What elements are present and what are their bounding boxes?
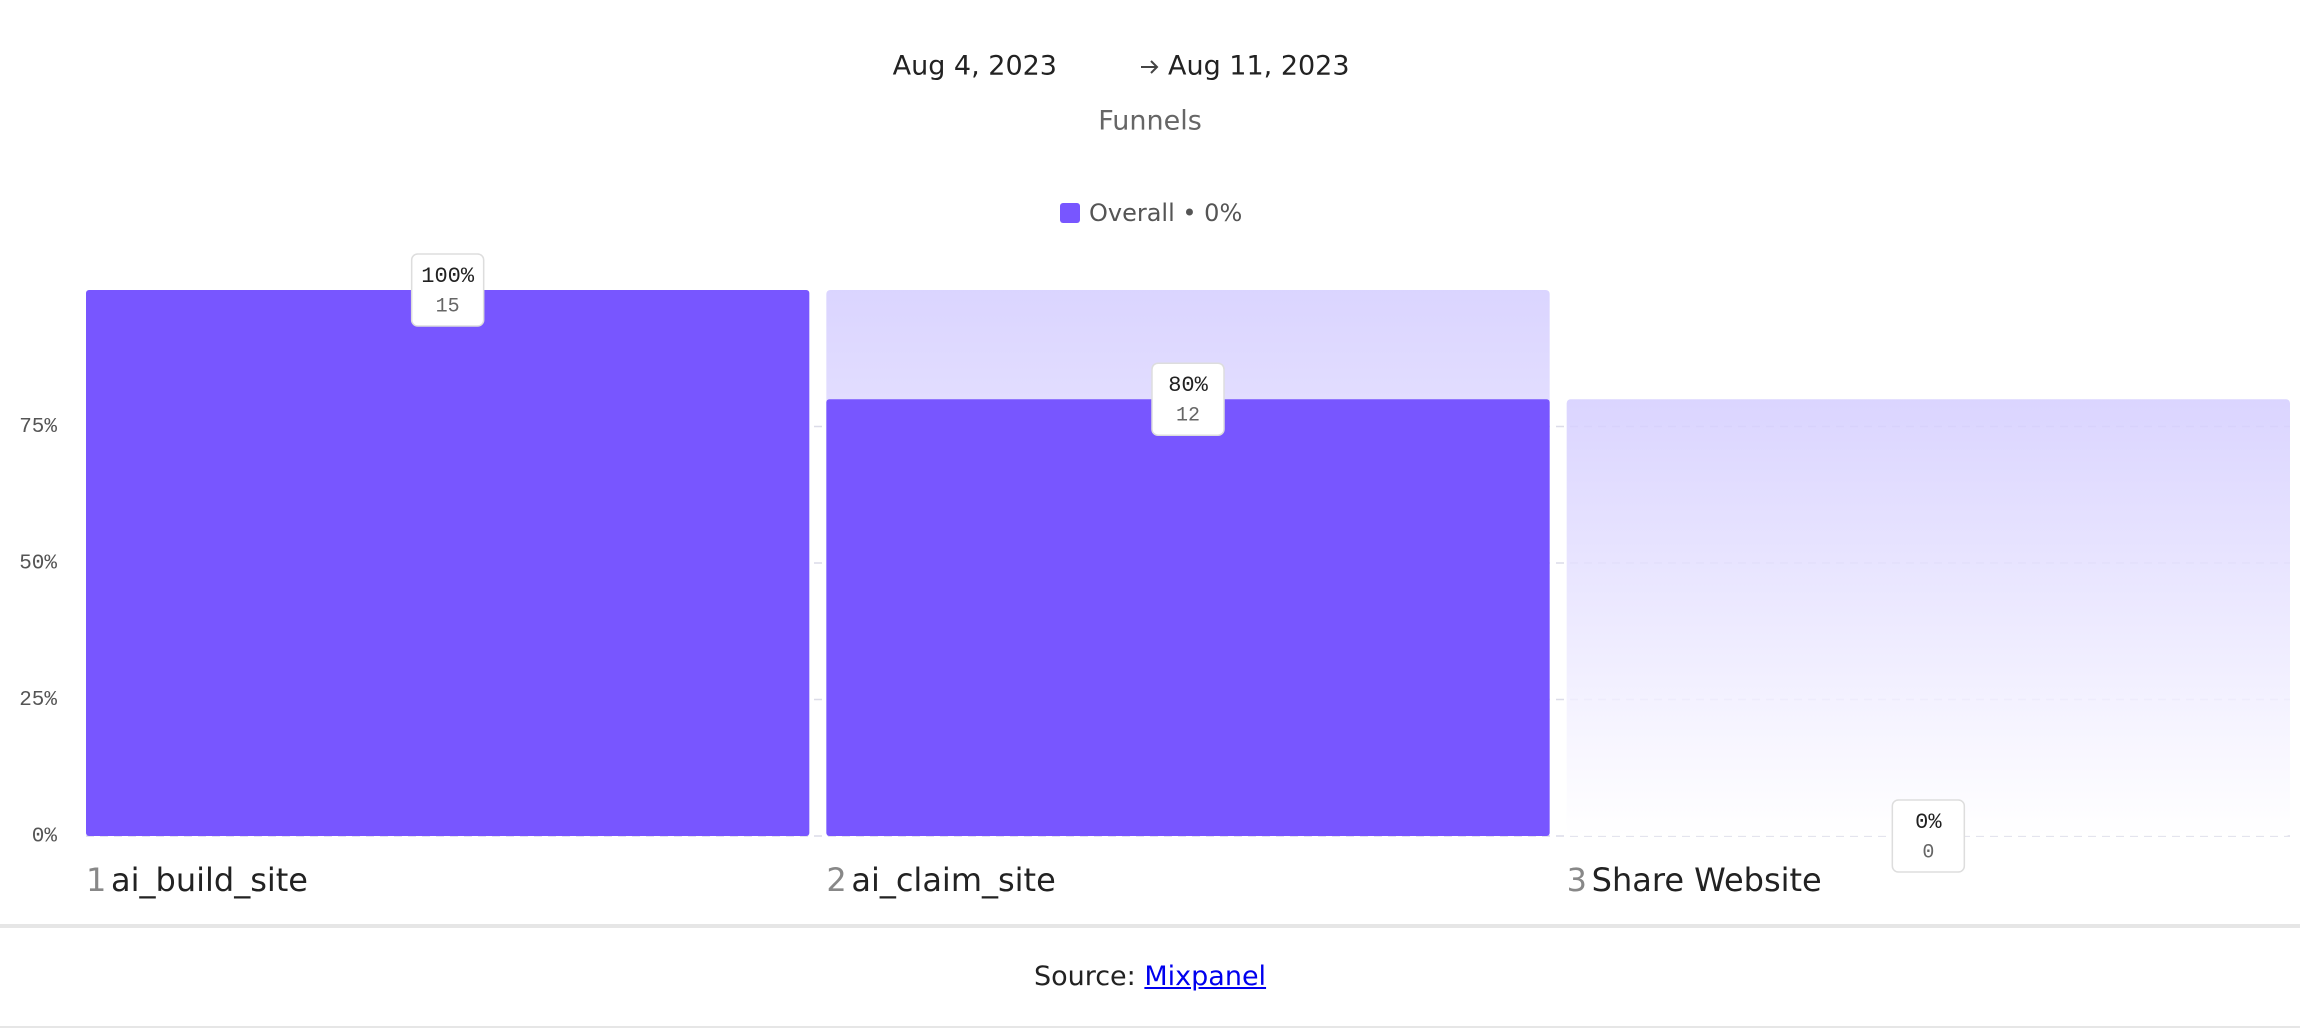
y-tick-label: 25% [19, 689, 57, 712]
source-link[interactable]: Mixpanel [1144, 961, 1267, 992]
y-tick-label: 75% [19, 416, 57, 439]
legend-swatch [1060, 203, 1080, 223]
step-name: Share Website [1592, 861, 1822, 899]
chart: Aug 4, 2023 Aug 11, 2023 Funnels Overall… [0, 51, 2300, 926]
bar [86, 290, 810, 836]
step-name: ai_claim_site [851, 861, 1055, 899]
source-label: Source: [1033, 961, 1136, 992]
count-label: 0 [1922, 841, 1934, 864]
date-start: Aug 4, 2023 [893, 51, 1057, 82]
arrow-icon [1141, 60, 1159, 74]
step-number: 2 [826, 861, 846, 899]
value-tooltip: 0%0 [1891, 799, 1966, 873]
y-tick-label: 0% [32, 826, 58, 849]
bar [826, 399, 1550, 836]
tooltip-box [1891, 799, 1966, 873]
subtitle: Funnels [1098, 106, 1202, 137]
value-label: 100% [421, 264, 475, 289]
value-tooltip: 100% 15 [410, 253, 485, 327]
step-number: 1 [86, 861, 106, 899]
value-tooltip: 80%12 [1151, 362, 1225, 436]
step-number: 3 [1567, 861, 1587, 899]
previous-step-bar [1566, 399, 2290, 836]
count-label: 15 [436, 295, 460, 318]
value-label: 80% [1168, 373, 1208, 398]
tooltip-box [1151, 362, 1225, 436]
tooltip-box [410, 253, 485, 327]
y-tick-label: 50% [19, 553, 57, 576]
value-label: 0% [1915, 810, 1942, 835]
footer: Source: Mixpanel [0, 926, 2300, 1028]
legend-label: Overall • 0% [1089, 199, 1242, 227]
step-name: ai_build_site [111, 861, 308, 899]
count-label: 12 [1176, 404, 1200, 427]
date-end: Aug 11, 2023 [1168, 51, 1350, 82]
